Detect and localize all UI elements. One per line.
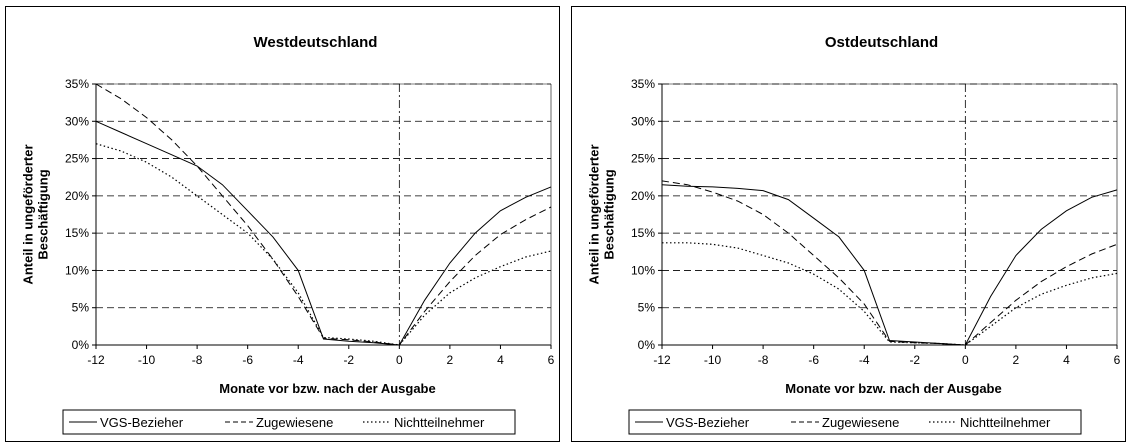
y-tick-label: 0% (638, 338, 656, 352)
chart-east: Ostdeutschland 0% 5% 10% 15% 20% 25% 30% 35% -12 -… (587, 34, 1121, 435)
legend-entry: VGS-Bezieher (100, 415, 184, 430)
x-tick-label: -10 (704, 353, 722, 367)
x-axis-label: Monate vor bzw. nach der Ausgabe (219, 381, 435, 396)
x-tick-label: 4 (1063, 353, 1070, 367)
y-tick-label: 30% (65, 114, 89, 128)
x-tick-label: 2 (447, 353, 454, 367)
y-tick-label: 35% (631, 77, 655, 91)
y-axis-label: Anteil in ungeförderterBeschäftigung (587, 144, 617, 284)
chart-title: Ostdeutschland (825, 34, 938, 51)
x-tick-label: -6 (242, 353, 253, 367)
x-tick-label: 0 (962, 353, 969, 367)
legend-box (628, 409, 1082, 435)
y-axis-label-line: Anteil in ungeförderter (21, 144, 36, 284)
y-axis-label-line: Beschäftigung (36, 169, 51, 259)
x-tick-label: 6 (548, 353, 555, 367)
y-tick-label: 25% (65, 152, 89, 166)
y-tick-label: 20% (631, 189, 655, 203)
series-line-vgs-bezieher (95, 120, 552, 346)
x-tick-label: 2 (1013, 353, 1020, 367)
y-tick-label: 25% (631, 152, 655, 166)
x-tick-label: -12 (653, 353, 671, 367)
series-line-nichtteilnehmer (95, 143, 552, 346)
chart-panel-east: Ostdeutschland 0% 5% 10% 15% 20% 25% 30% 35% -12 -… (571, 6, 1126, 442)
x-tick-label: 6 (1114, 353, 1121, 367)
series-line-zugewiesene (95, 83, 552, 346)
y-tick-label: 20% (65, 189, 89, 203)
series-line-nichtteilnehmer (662, 242, 1118, 346)
x-tick-label: -2 (343, 353, 354, 367)
y-axis-label-line: Anteil in ungeförderter (587, 144, 602, 284)
series-line-vgs-bezieher (661, 184, 1118, 346)
y-tick-label: 15% (631, 226, 655, 240)
x-tick-label: -10 (138, 353, 156, 367)
legend-entry: Nichtteilnehmer (394, 415, 485, 430)
x-axis-label: Monate vor bzw. nach der Ausgabe (785, 381, 1001, 396)
x-tick-label: -4 (859, 353, 870, 367)
x-tick-label: -6 (808, 353, 819, 367)
legend-entry: VGS-Bezieher (666, 415, 750, 430)
y-tick-label: 10% (631, 263, 655, 277)
x-tick-label: -2 (909, 353, 920, 367)
x-tick-label: -8 (192, 353, 203, 367)
chart-west: Westdeutschland 0% 5% 10% 15% 20% 25% 30% 35% -12… (21, 34, 555, 435)
series-line-zugewiesene (661, 180, 1118, 346)
y-axis-label-line: Beschäftigung (602, 169, 617, 259)
legend-entry: Nichtteilnehmer (960, 415, 1051, 430)
x-tick-label: -8 (758, 353, 769, 367)
x-tick-label: 4 (497, 353, 504, 367)
legend-box (62, 409, 516, 435)
y-tick-label: 35% (65, 77, 89, 91)
chart-title: Westdeutschland (254, 34, 378, 51)
y-tick-label: 5% (638, 301, 656, 315)
y-tick-label: 5% (72, 301, 90, 315)
y-tick-label: 15% (65, 226, 89, 240)
x-tick-label: 0 (396, 353, 403, 367)
y-tick-label: 10% (65, 263, 89, 277)
chart-panel-west: Westdeutschland 0% 5% 10% 15% 20% 25% 30% 35% -12… (5, 6, 560, 442)
legend-entry: Zugewiesene (822, 415, 899, 430)
x-tick-label: -4 (293, 353, 304, 367)
x-tick-label: -12 (87, 353, 105, 367)
y-axis-label: Anteil in ungeförderterBeschäftigung (21, 144, 51, 284)
legend-entry: Zugewiesene (256, 415, 333, 430)
y-tick-label: 30% (631, 114, 655, 128)
y-tick-label: 0% (72, 338, 90, 352)
